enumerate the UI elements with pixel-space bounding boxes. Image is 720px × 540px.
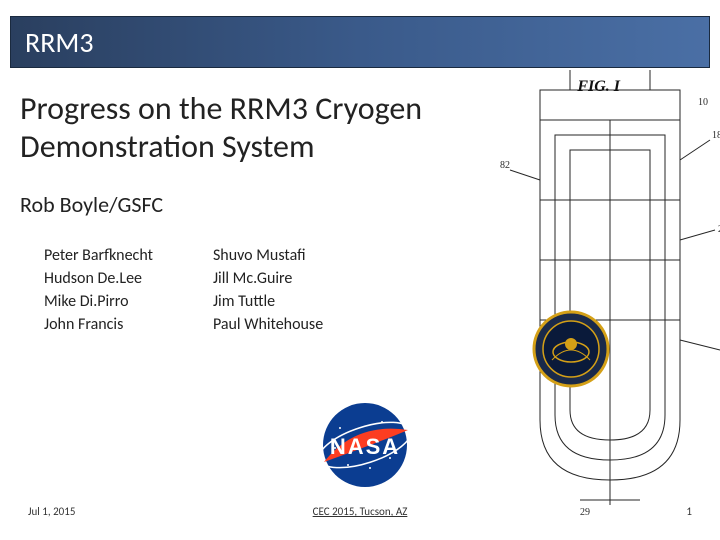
author: Mike Di.Pirro [44, 292, 153, 311]
mission-patch-icon [532, 310, 610, 388]
author: Jim Tuttle [213, 292, 323, 311]
author: Jill Mc.Guire [213, 269, 323, 288]
authors-col2: Shuvo Mustafi Jill Mc.Guire Jim Tuttle P… [213, 246, 323, 334]
footer: Jul 1, 2015 CEC 2015, Tucson, AZ 1 [0, 505, 720, 518]
page-title: Progress on the RRM3 Cryogen Demonstrati… [20, 90, 540, 167]
figure-label: FIG. I [577, 78, 620, 96]
author: Paul Whitehouse [213, 315, 323, 334]
footer-page: 1 [686, 505, 692, 518]
footer-venue: CEC 2015, Tucson, AZ [313, 505, 408, 518]
content-area: Progress on the RRM3 Cryogen Demonstrati… [20, 90, 540, 334]
svg-text:18: 18 [712, 130, 720, 141]
author: John Francis [44, 315, 153, 334]
nasa-logo-icon: NASA [310, 400, 420, 490]
author: Hudson De.Lee [44, 269, 153, 288]
header-bar: RRM3 [10, 16, 710, 68]
author: Peter Barfknecht [44, 246, 153, 265]
header-short-title: RRM3 [25, 25, 94, 60]
svg-text:NASA: NASA [330, 434, 400, 459]
presenter: Rob Boyle/GSFC [20, 191, 540, 218]
svg-text:10: 10 [698, 97, 708, 108]
authors-list: Peter Barfknecht Hudson De.Lee Mike Di.P… [44, 246, 540, 334]
footer-date: Jul 1, 2015 [28, 505, 75, 518]
author: Shuvo Mustafi [213, 246, 323, 265]
authors-col1: Peter Barfknecht Hudson De.Lee Mike Di.P… [44, 246, 153, 334]
